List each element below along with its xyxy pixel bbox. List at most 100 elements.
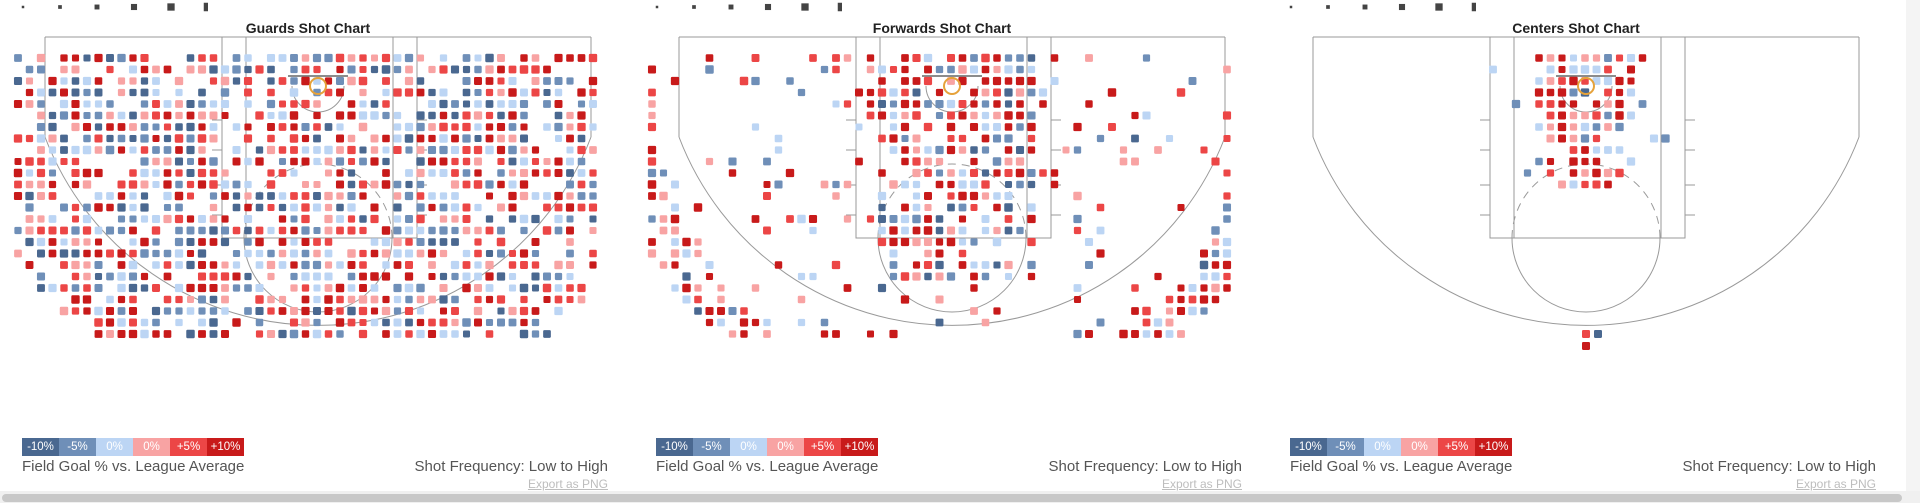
shot-zone-cell bbox=[531, 77, 540, 85]
shot-zone-cell bbox=[405, 65, 413, 74]
shot-zone-cell bbox=[198, 100, 206, 108]
shot-zone-cell bbox=[151, 214, 161, 224]
frequency-legend-marker bbox=[1326, 5, 1330, 9]
shot-zone-cell bbox=[220, 99, 230, 109]
shot-zone-cell bbox=[519, 191, 529, 201]
shot-zone-cell bbox=[566, 146, 574, 154]
shot-zone-cell bbox=[404, 88, 414, 97]
shot-zone-cell bbox=[163, 249, 172, 258]
shot-zone-cell bbox=[565, 203, 575, 212]
frequency-legend-marker bbox=[728, 4, 734, 10]
shot-zone-cell bbox=[221, 261, 229, 269]
shot-zone-cell bbox=[946, 145, 956, 155]
shot-zone-cell bbox=[60, 65, 68, 74]
shot-zone-cell bbox=[1015, 168, 1025, 178]
shot-zone-cell bbox=[428, 203, 436, 212]
shot-zone-cell bbox=[336, 226, 344, 235]
shot-zone-cell bbox=[94, 272, 103, 281]
shot-zone-cell bbox=[48, 180, 57, 189]
shot-zone-cell bbox=[520, 226, 528, 235]
shot-zone-cell bbox=[993, 307, 1001, 315]
shot-zone-cell bbox=[347, 284, 356, 292]
shot-zone-cell bbox=[324, 249, 333, 258]
shot-zone-cell bbox=[94, 306, 103, 316]
shot-zone-cell bbox=[301, 146, 310, 154]
shot-zone-cell bbox=[924, 65, 932, 74]
shot-zone-cell bbox=[347, 100, 356, 108]
shot-zone-cell bbox=[313, 111, 321, 120]
shot-zone-cell bbox=[935, 88, 944, 97]
shot-zone-cell bbox=[37, 284, 45, 292]
shot-zone-cell bbox=[255, 226, 264, 235]
shot-zone-cell bbox=[439, 330, 448, 338]
shot-zone-cell bbox=[428, 318, 436, 327]
shot-zone-cell bbox=[451, 192, 459, 200]
shot-zone-cell bbox=[128, 306, 138, 316]
shot-zone-cell bbox=[508, 169, 517, 177]
shot-zone-cell bbox=[462, 169, 471, 177]
shot-zone-cell bbox=[186, 226, 195, 235]
horizontal-scrollbar-thumb[interactable] bbox=[2, 494, 1902, 502]
shot-zone-cell bbox=[1222, 111, 1232, 120]
shot-zone-cell bbox=[25, 180, 34, 189]
shot-zone-cell bbox=[1580, 134, 1590, 143]
shot-zone-cell bbox=[877, 111, 887, 120]
shot-zone-cell bbox=[451, 272, 459, 281]
shot-zone-cell bbox=[866, 54, 875, 62]
shot-zone-cell bbox=[1016, 54, 1024, 62]
shot-zone-cell bbox=[1535, 123, 1543, 131]
shot-zone-cell bbox=[554, 157, 563, 166]
shot-zone-cell bbox=[1131, 111, 1139, 120]
shot-zone-cell bbox=[485, 226, 494, 235]
shot-zone-cell bbox=[382, 261, 390, 269]
shot-zone-cell bbox=[485, 284, 494, 292]
export-png-link[interactable]: Export as PNG bbox=[1795, 477, 1876, 491]
export-png-link[interactable]: Export as PNG bbox=[527, 477, 608, 491]
fg-color-legend: -10% -5% 0% 0% +5% +10% bbox=[1290, 438, 1512, 456]
shot-zone-cell bbox=[1592, 54, 1601, 62]
shot-zone-cell bbox=[1569, 169, 1578, 177]
shot-zone-cell bbox=[221, 284, 229, 292]
shot-zone-cell bbox=[1107, 88, 1117, 97]
shot-zone-cell bbox=[439, 122, 448, 132]
shot-zone-cell bbox=[763, 226, 771, 235]
centers-panel: Centers Shot Chart -10% -5% 0% 0% +5% +1… bbox=[1276, 0, 1876, 491]
shot-zone-cell bbox=[1039, 169, 1047, 177]
shot-zone-cell bbox=[381, 180, 391, 189]
shot-zone-cell bbox=[474, 77, 482, 85]
shot-zone-cell bbox=[508, 203, 517, 212]
export-png-link[interactable]: Export as PNG bbox=[1161, 477, 1242, 491]
shot-zone-cell bbox=[359, 100, 367, 108]
legend-zero-pos: 0% bbox=[133, 438, 170, 456]
shot-zone-cell bbox=[958, 191, 967, 201]
shot-zone-cell bbox=[1582, 342, 1590, 350]
shot-zone-cell bbox=[163, 180, 172, 189]
shot-zone-cell bbox=[854, 88, 864, 97]
shot-zone-cell bbox=[209, 318, 218, 327]
shot-zone-cell bbox=[221, 307, 229, 315]
shot-zone-cell bbox=[186, 215, 195, 223]
shot-zone-cell bbox=[25, 65, 34, 74]
shot-zone-cell bbox=[969, 65, 979, 74]
shot-zone-cell bbox=[1004, 191, 1013, 201]
shot-zone-cell bbox=[232, 192, 241, 200]
shot-zone-cell bbox=[485, 180, 494, 189]
shot-zone-cell bbox=[866, 100, 875, 108]
shot-zone-cell bbox=[474, 238, 482, 246]
shot-zone-cell bbox=[531, 157, 540, 166]
shot-zone-cell bbox=[1569, 111, 1578, 120]
shot-zone-cell bbox=[382, 330, 390, 338]
shot-zone-cell bbox=[947, 180, 955, 189]
vertical-scrollbar[interactable] bbox=[1906, 0, 1920, 491]
shot-zone-cell bbox=[198, 330, 206, 338]
shot-zone-cell bbox=[255, 295, 264, 304]
shot-zone-cell bbox=[106, 330, 114, 338]
shot-zone-cell bbox=[404, 134, 414, 143]
shot-zone-cell bbox=[923, 226, 933, 235]
shot-zone-cell bbox=[94, 100, 103, 108]
shot-zone-cell bbox=[266, 260, 276, 270]
shot-zone-cell bbox=[497, 169, 505, 177]
frequency-legend bbox=[1289, 2, 1476, 12]
shot-zone-cell bbox=[497, 77, 505, 85]
shot-zone-cell bbox=[900, 99, 910, 109]
